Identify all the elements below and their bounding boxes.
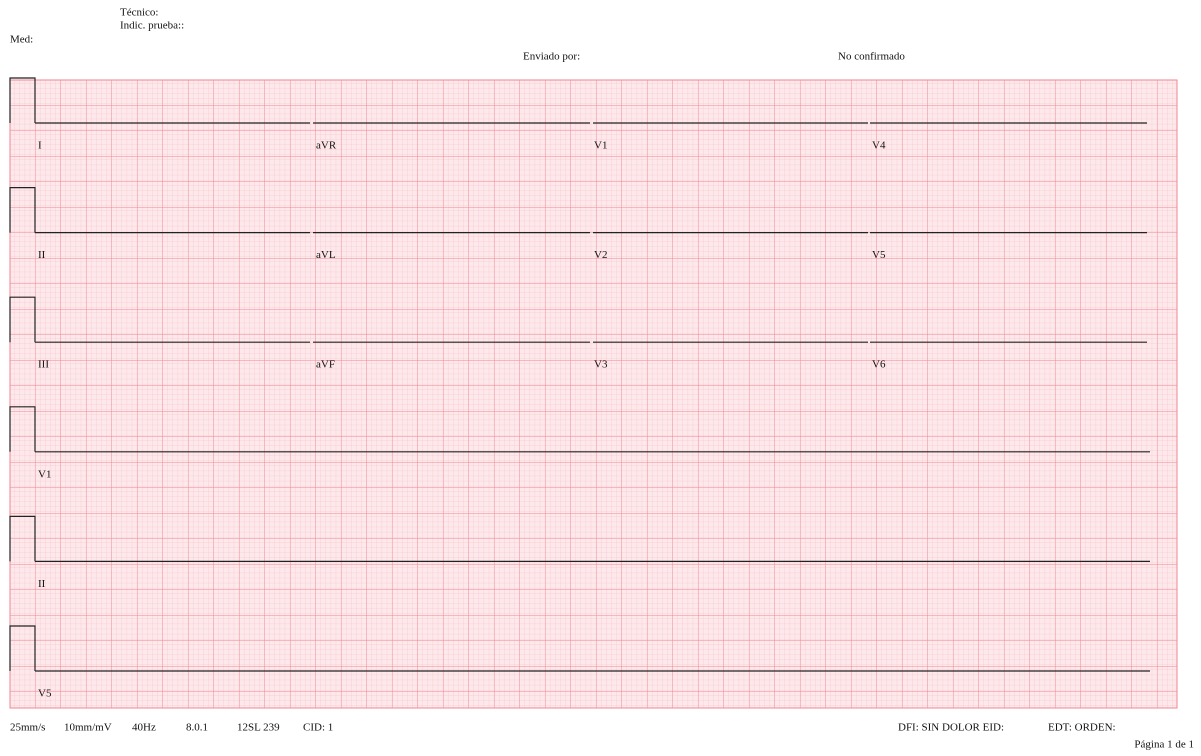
ecg-grid: [9, 79, 1178, 709]
lead-label: V6: [872, 359, 886, 371]
lead-label: V1: [594, 140, 607, 152]
lead-label: V1: [38, 468, 51, 480]
setting: 8.0.1: [186, 722, 208, 734]
calibration-pulse: [9, 296, 36, 343]
setting: 25mm/s: [10, 722, 45, 734]
page-number: Página 1 de 1: [1134, 739, 1194, 751]
dfi: DFI: SIN DOLOR EID:: [898, 722, 1004, 734]
lead-label: aVR: [316, 140, 337, 152]
setting: CID: 1: [303, 722, 333, 734]
lead-label: aVF: [316, 359, 335, 371]
lead-label: V5: [38, 688, 52, 700]
lead-label: V3: [594, 359, 608, 371]
lead-label: II: [38, 249, 46, 261]
calibration-pulse: [9, 625, 36, 671]
calibration-pulse: [9, 515, 36, 562]
lead-label: V2: [594, 249, 607, 261]
estado: No confirmado: [838, 51, 905, 63]
calibration-pulse: [9, 77, 36, 123]
indic: Indic. prueba::: [120, 20, 184, 32]
lead-label: II: [38, 578, 46, 590]
setting: 40Hz: [132, 722, 156, 734]
setting: 10mm/mV: [64, 722, 112, 734]
med: Med:: [10, 34, 33, 46]
edt: EDT: ORDEN:: [1048, 722, 1116, 734]
calibration-pulse: [9, 406, 36, 452]
lead-label: V5: [872, 249, 886, 261]
lead-label: aVL: [316, 249, 336, 261]
lead-label: V4: [872, 140, 886, 152]
tecnico: Técnico:: [120, 7, 158, 19]
enviado: Enviado por:: [523, 51, 580, 63]
lead-label: III: [38, 359, 49, 371]
calibration-pulse: [9, 187, 36, 233]
lead-label: I: [38, 140, 42, 152]
setting: 12SL 239: [237, 722, 280, 734]
